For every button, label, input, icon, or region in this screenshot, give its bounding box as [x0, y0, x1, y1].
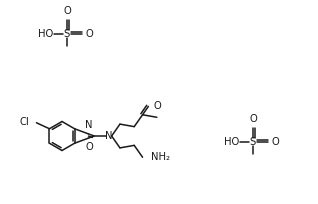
Text: O: O	[249, 114, 257, 124]
Text: N: N	[105, 131, 112, 141]
Text: HO: HO	[224, 137, 239, 147]
Text: O: O	[63, 6, 71, 16]
Text: S: S	[250, 137, 256, 147]
Text: S: S	[64, 29, 70, 39]
Text: Cl: Cl	[20, 117, 30, 127]
Text: NH₂: NH₂	[150, 152, 169, 162]
Text: N: N	[86, 120, 93, 130]
Text: O: O	[86, 29, 94, 39]
Text: HO: HO	[38, 29, 53, 39]
Text: O: O	[272, 137, 280, 147]
Text: O: O	[153, 101, 161, 111]
Text: O: O	[85, 142, 93, 152]
